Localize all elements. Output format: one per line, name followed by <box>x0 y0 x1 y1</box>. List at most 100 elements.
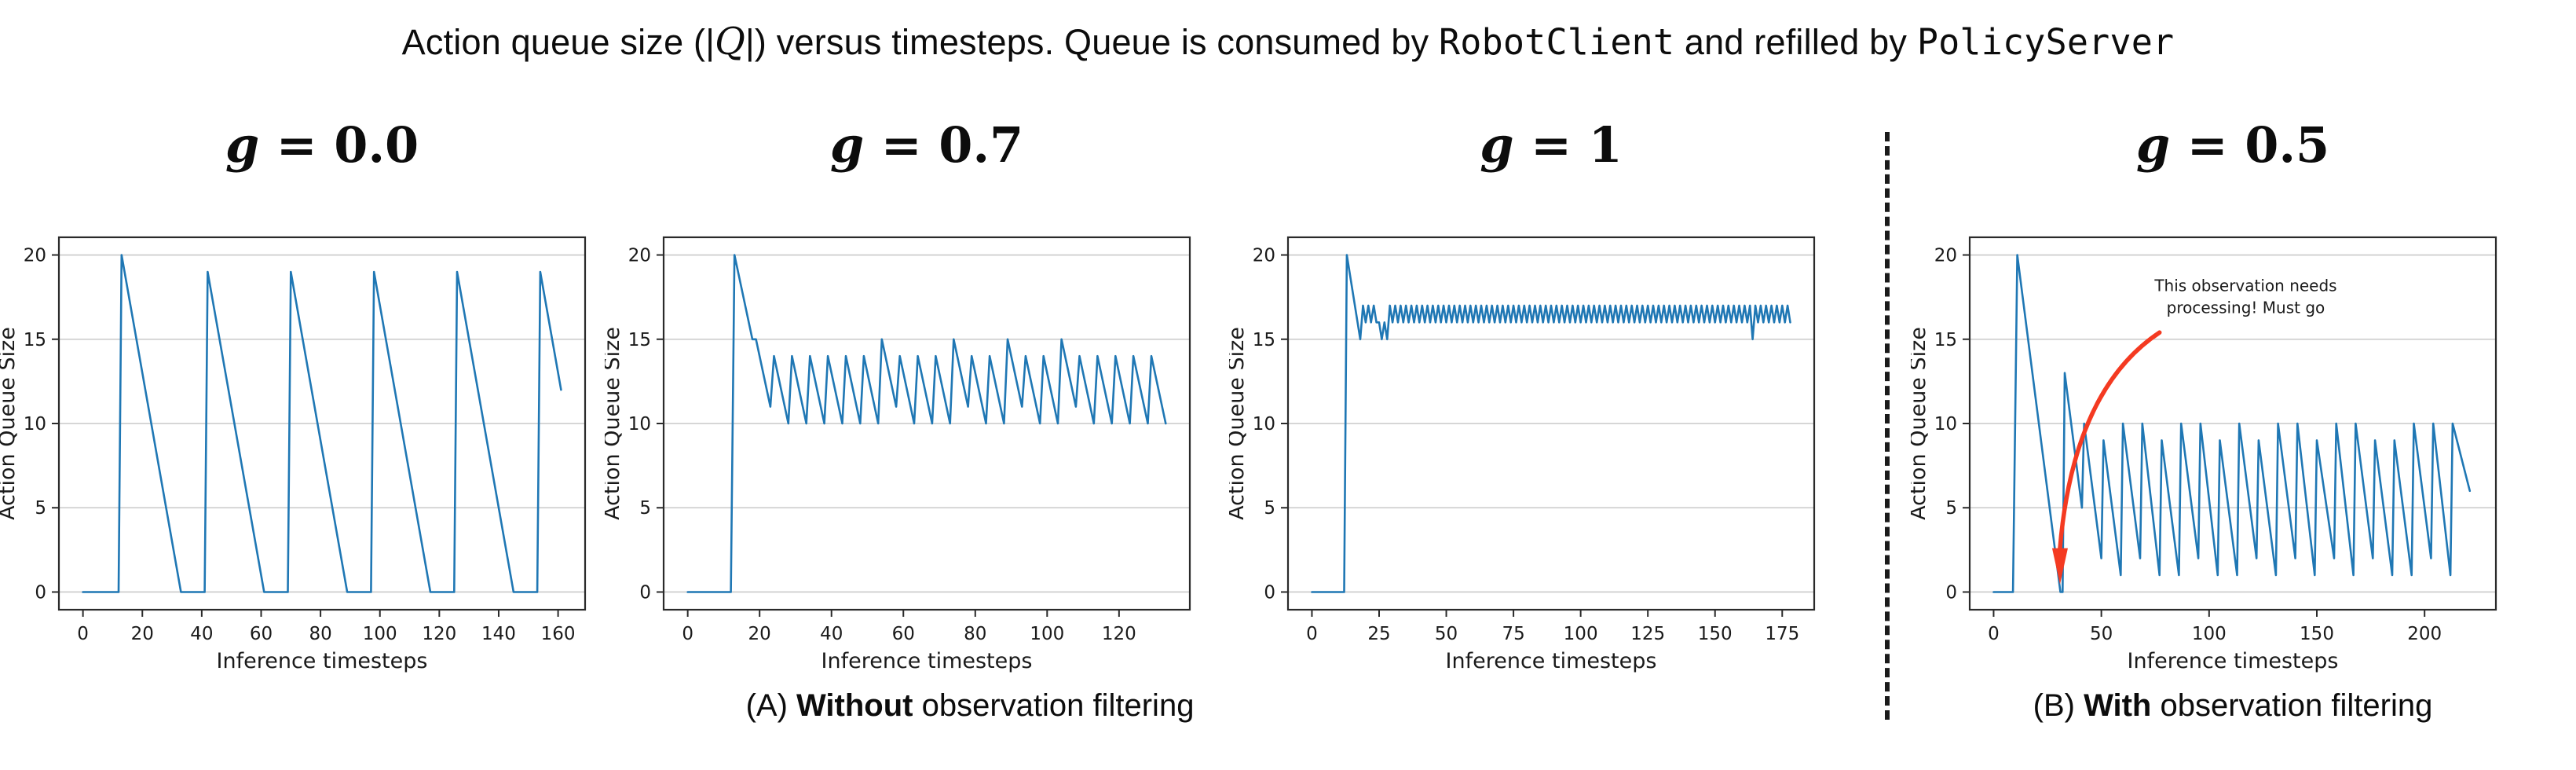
math-eq: = 0.5 <box>2170 116 2330 174</box>
svg-text:40: 40 <box>190 624 213 644</box>
svg-text:150: 150 <box>1698 624 1733 644</box>
title-segment-text: Action queue size (| <box>401 22 715 62</box>
svg-text:20: 20 <box>1934 246 1957 266</box>
svg-text:50: 50 <box>2090 624 2113 644</box>
chart-title-g0.0: g = 0.0 <box>24 116 620 174</box>
caption-a-rest: observation filtering <box>913 688 1195 723</box>
svg-text:5: 5 <box>1945 498 1957 519</box>
svg-text:100: 100 <box>2192 624 2227 644</box>
series-line <box>1311 254 1791 593</box>
chart-title-g0.5: g = 0.5 <box>1934 116 2531 174</box>
plot-box <box>57 236 587 611</box>
svg-text:15: 15 <box>628 330 651 350</box>
svg-text:0: 0 <box>1264 582 1275 603</box>
svg-text:5: 5 <box>35 498 46 519</box>
svg-text:120: 120 <box>1102 624 1136 644</box>
chart-cell-3: 0 5 10 15 20 0 25 50 75 100 125 150 175 Inference tim… <box>1224 229 1826 677</box>
svg-text:75: 75 <box>1502 624 1524 644</box>
math-var: g <box>225 116 260 174</box>
title-segment-script: Q <box>715 20 746 64</box>
y-gridlines <box>59 254 585 593</box>
caption-a-bold: Without <box>796 688 913 723</box>
svg-text:0: 0 <box>77 624 89 644</box>
annotation-text: This observation needs <box>2153 277 2336 295</box>
y-axis-label: Action Queue Size <box>1229 327 1249 520</box>
svg-text:0: 0 <box>1945 582 1957 603</box>
series-line <box>686 254 1167 593</box>
svg-text:20: 20 <box>131 624 154 644</box>
svg-text:175: 175 <box>1765 624 1799 644</box>
x-axis-label: Inference timesteps <box>1446 649 1657 673</box>
svg-text:5: 5 <box>639 498 651 519</box>
svg-text:40: 40 <box>820 624 843 644</box>
svg-text:100: 100 <box>1030 624 1064 644</box>
x-axis-label: Inference timesteps <box>217 649 428 673</box>
math-var: g <box>1480 116 1514 174</box>
svg-text:20: 20 <box>24 246 46 266</box>
annotation-text: processing! Must go <box>2167 299 2325 317</box>
caption-b: (B) With observation filtering <box>1762 688 2576 724</box>
svg-text:20: 20 <box>628 246 651 266</box>
svg-text:150: 150 <box>2300 624 2334 644</box>
x-axis-label: Inference timesteps <box>821 649 1033 673</box>
math-var: g <box>829 116 865 174</box>
axes-ticks: 0 5 10 15 20 0 20 40 60 80 100 120 <box>628 246 1136 644</box>
svg-text:15: 15 <box>24 330 46 350</box>
svg-text:0: 0 <box>1306 624 1318 644</box>
series-line <box>82 254 562 593</box>
svg-text:10: 10 <box>1934 414 1957 434</box>
axes-ticks: 0 5 10 15 20 0 20 40 60 80 100 120 140 160 <box>24 246 576 644</box>
title-segment-mono: PolicyServer <box>1916 21 2175 63</box>
svg-text:60: 60 <box>892 624 915 644</box>
svg-text:0: 0 <box>639 582 651 603</box>
chart-title-g0.7: g = 0.7 <box>628 116 1225 174</box>
svg-text:100: 100 <box>363 624 397 644</box>
caption-b-prefix: (B) <box>2033 688 2084 723</box>
dashed-divider <box>1885 132 1890 720</box>
y-gridlines <box>1970 254 2496 593</box>
svg-text:10: 10 <box>628 414 651 434</box>
svg-text:80: 80 <box>309 624 331 644</box>
svg-text:160: 160 <box>541 624 576 644</box>
chart-cell-4: 0 5 10 15 20 0 50 100 150 200 Inference timesteps A… <box>1906 229 2508 677</box>
title-segment-text: and refilled by <box>1674 22 1917 62</box>
y-axis-label: Action Queue Size <box>0 327 20 520</box>
math-eq: = 0.0 <box>259 116 419 174</box>
chart-title-g1: g = 1 <box>1253 116 1850 174</box>
chart-canvas-2: 0 5 10 15 20 0 25 50 75 100 125 150 175 Inference tim… <box>1224 236 1816 673</box>
y-axis-label: Action Queue Size <box>1911 327 1930 520</box>
plot-box <box>662 236 1191 611</box>
caption-b-bold: With <box>2084 688 2152 723</box>
svg-text:5: 5 <box>1264 498 1275 519</box>
math-var: g <box>2135 116 2171 174</box>
math-eq: = 0.7 <box>864 116 1024 174</box>
svg-text:25: 25 <box>1367 624 1390 644</box>
svg-text:140: 140 <box>481 624 516 644</box>
svg-text:20: 20 <box>1253 246 1275 266</box>
plot-box <box>1286 236 1816 611</box>
annotation-arrow <box>2058 330 2162 551</box>
svg-text:50: 50 <box>1435 624 1458 644</box>
title-segment-text: |) versus timesteps. Queue is consumed b… <box>745 22 1439 62</box>
annotation-arrowhead <box>2051 548 2068 585</box>
svg-text:120: 120 <box>422 624 456 644</box>
figure-title: Action queue size (|Q|) versus timesteps… <box>0 20 2576 64</box>
svg-text:60: 60 <box>250 624 273 644</box>
svg-text:10: 10 <box>1253 414 1275 434</box>
axes-ticks: 0 5 10 15 20 0 25 50 75 100 125 150 175 <box>1253 246 1800 644</box>
title-segment-mono: RobotClient <box>1439 21 1675 63</box>
plot-box <box>1968 236 2497 611</box>
svg-text:10: 10 <box>24 414 46 434</box>
y-axis-label: Action Queue Size <box>605 327 624 520</box>
svg-text:15: 15 <box>1253 330 1275 350</box>
svg-text:200: 200 <box>2407 624 2442 644</box>
chart-canvas-1: 0 5 10 15 20 0 20 40 60 80 100 120 Inference timeste… <box>600 236 1191 673</box>
series-line <box>1992 254 2472 593</box>
svg-text:100: 100 <box>1564 624 1598 644</box>
x-axis-label: Inference timesteps <box>2128 649 2339 673</box>
svg-text:15: 15 <box>1934 330 1957 350</box>
chart-canvas-0: 0 5 10 15 20 0 20 40 60 80 100 120 140 160 Inference t… <box>0 236 587 673</box>
